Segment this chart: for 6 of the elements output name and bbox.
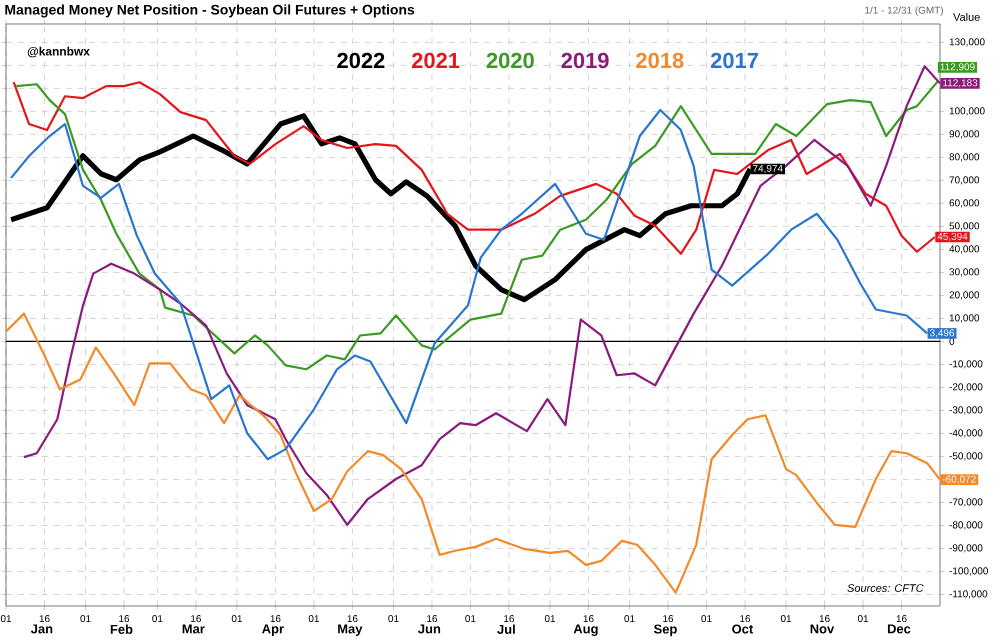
text: 2017 xyxy=(710,52,758,69)
text: 2022 xyxy=(337,52,385,69)
text: 2018 xyxy=(636,52,684,69)
text: 2020 xyxy=(486,52,534,69)
text: 2021 xyxy=(412,52,460,69)
text: 2019 xyxy=(561,52,609,69)
